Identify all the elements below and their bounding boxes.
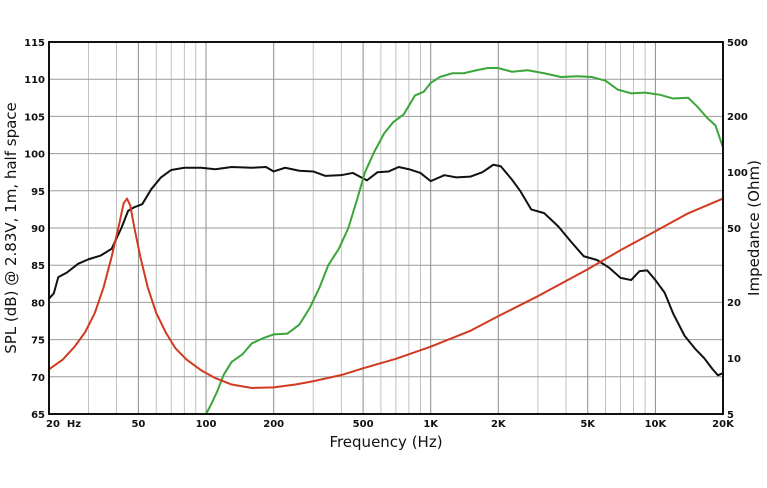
y-tick-label: 95 [31,187,45,198]
y2-tick-label: 5 [727,410,734,421]
y2-tick-label: 100 [727,168,748,179]
y2-tick-label: 20 [727,298,741,309]
y2-tick-label: 50 [727,224,741,235]
y2-tick-label: 10 [727,354,741,365]
y-tick-label: 100 [24,150,45,161]
y-tick-label: 110 [24,75,45,86]
x-tick-label: 100 [196,419,217,430]
y-tick-label: 65 [31,410,45,421]
x-tick-label: 200 [263,419,284,430]
x-tick-label: 20 Hz [46,419,81,430]
y-axis-title: SPL (dB) @ 2.83V, 1m, half space [2,102,20,354]
x-tick-label: 5K [580,419,596,430]
y-tick-label: 85 [31,261,45,272]
x-tick-label: 500 [353,419,374,430]
y-tick-label: 115 [24,38,45,49]
x-tick-label: 2K [491,419,507,430]
plot-frame [48,41,724,415]
x-tick-label: 10K [645,419,668,430]
x-axis-title: Frequency (Hz) [329,433,442,451]
spl-response-line-green [205,67,724,415]
y-tick-label: 105 [24,112,45,123]
y2-axis-title: Impedance (Ohm) [745,160,763,296]
y-tick-label: 70 [31,373,45,384]
x-tick-label: 1K [423,419,439,430]
tick-labels: 65 70 75 80 85 90 95 100 105 110 115 5 10 20 50 100 200 5… [24,38,748,430]
x-tick-label: 50 [131,419,145,430]
x-tick-label: 20K [712,419,735,430]
series-layer [48,67,724,415]
impedance-line [48,197,724,389]
y2-tick-label: 500 [727,38,748,49]
y-tick-label: 75 [31,336,45,347]
y-tick-label: 90 [31,224,45,235]
spl-response-line-black [48,163,724,377]
y-tick-label: 80 [31,298,45,309]
y2-tick-label: 200 [727,112,748,123]
grid [49,42,723,414]
